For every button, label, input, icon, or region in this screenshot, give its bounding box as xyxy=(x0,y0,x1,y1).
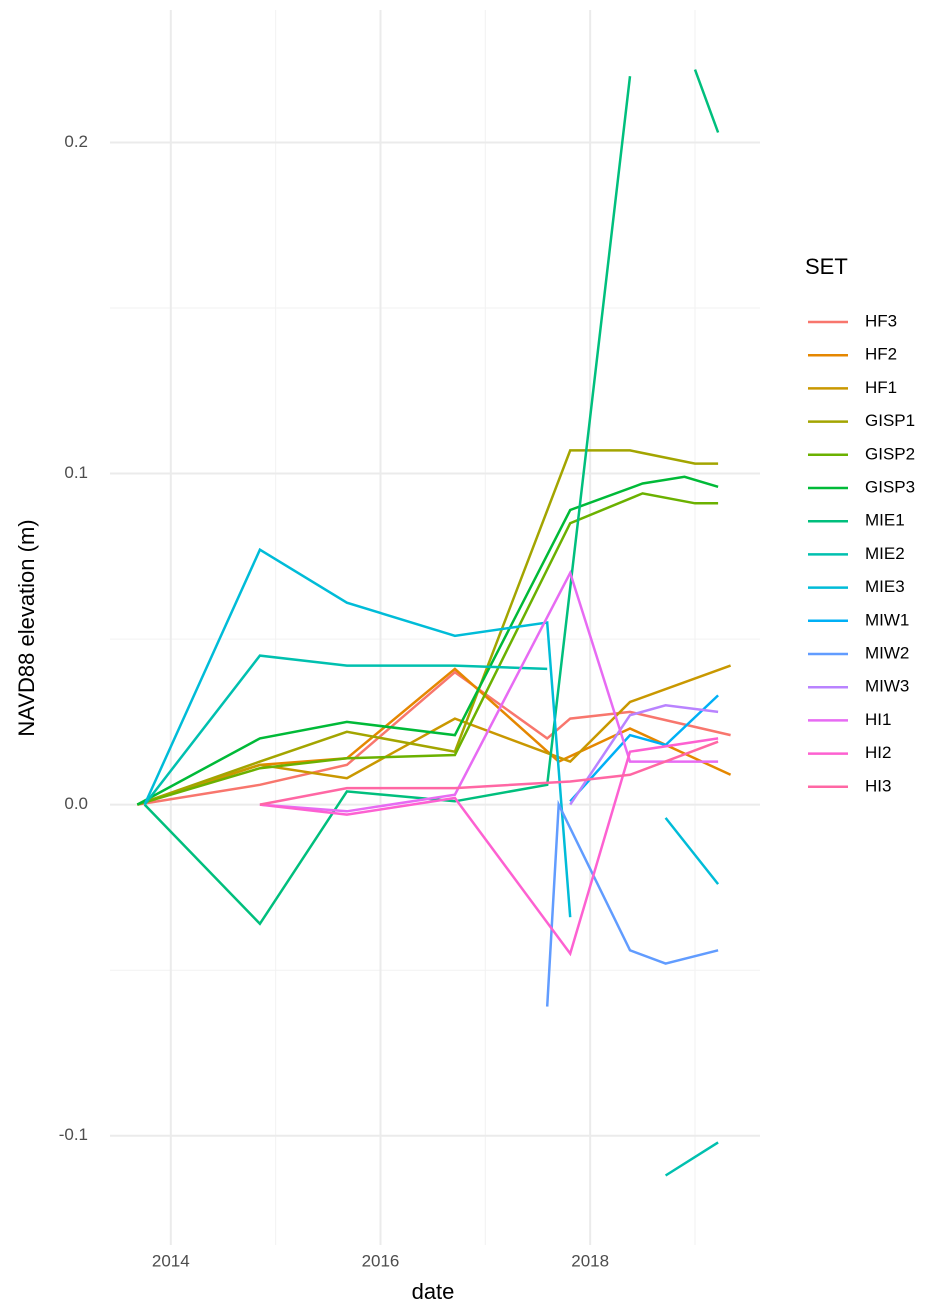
legend-label: GISP2 xyxy=(865,444,915,463)
series-line xyxy=(143,547,720,918)
series-line xyxy=(259,737,719,957)
x-axis-label: date xyxy=(412,1279,455,1304)
series-line xyxy=(545,799,719,1007)
series-line xyxy=(136,475,719,806)
legend-label: MIE3 xyxy=(865,577,905,596)
y-tick-label: 0.0 xyxy=(64,794,88,813)
legend-label: MIE2 xyxy=(865,544,905,563)
legend-title: SET xyxy=(805,254,848,279)
legend-label: HF3 xyxy=(865,311,897,330)
series-line xyxy=(143,69,720,926)
legend-label: GISP1 xyxy=(865,411,915,430)
legend-label: MIW3 xyxy=(865,677,909,696)
series-line xyxy=(569,704,719,806)
legend-label: HI1 xyxy=(865,710,891,729)
x-tick-label: 2016 xyxy=(362,1251,400,1270)
series-line xyxy=(136,492,719,806)
legend-label: HI3 xyxy=(865,776,891,795)
x-tick-label: 2014 xyxy=(152,1251,190,1270)
series-line xyxy=(136,449,719,806)
y-tick-label: 0.2 xyxy=(64,132,88,151)
legend-label: HF2 xyxy=(865,345,897,364)
y-axis-label: NAVD88 elevation (m) xyxy=(14,519,39,736)
series-line xyxy=(136,664,732,806)
series-line xyxy=(259,569,719,813)
legend-label: HI2 xyxy=(865,743,891,762)
series-line xyxy=(569,694,719,803)
x-tick-label: 2018 xyxy=(571,1251,609,1270)
legend-label: GISP3 xyxy=(865,477,915,496)
series-line xyxy=(259,740,719,806)
y-tick-label: -0.1 xyxy=(59,1125,88,1144)
y-tick-label: 0.1 xyxy=(64,463,88,482)
legend-label: HF1 xyxy=(865,378,897,397)
legend-label: MIW1 xyxy=(865,610,909,629)
legend-label: MIW2 xyxy=(865,643,909,662)
series-line xyxy=(143,654,719,1177)
legend-label: MIE1 xyxy=(865,511,905,530)
